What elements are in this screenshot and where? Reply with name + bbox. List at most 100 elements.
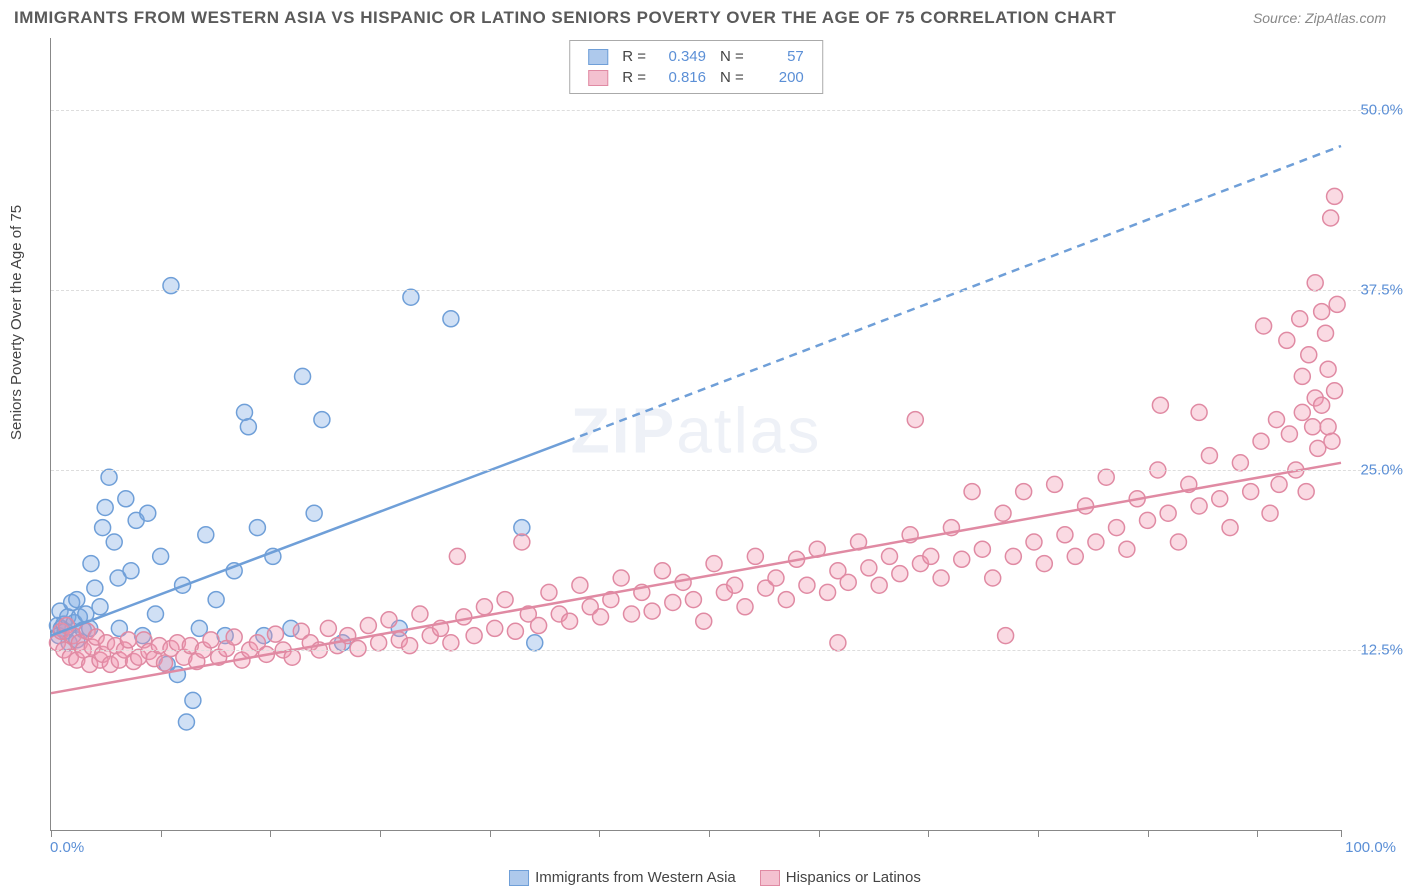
scatter-point-pink bbox=[1201, 448, 1217, 464]
scatter-point-blue bbox=[178, 714, 194, 730]
trendline-pink bbox=[51, 463, 1341, 693]
x-tick bbox=[1341, 830, 1342, 837]
scatter-point-pink bbox=[1222, 520, 1238, 536]
scatter-point-pink bbox=[1212, 491, 1228, 507]
scatter-point-pink bbox=[1057, 527, 1073, 543]
scatter-point-blue bbox=[249, 520, 265, 536]
scatter-point-pink bbox=[1305, 419, 1321, 435]
x-axis-min-label: 0.0% bbox=[50, 839, 84, 856]
scatter-point-pink bbox=[1005, 548, 1021, 564]
scatter-point-pink bbox=[456, 609, 472, 625]
scatter-point-pink bbox=[381, 612, 397, 628]
scatter-point-pink bbox=[1078, 498, 1094, 514]
scatter-point-blue bbox=[314, 412, 330, 428]
y-tick-label: 50.0% bbox=[1347, 102, 1403, 119]
scatter-point-blue bbox=[83, 556, 99, 572]
y-tick-label: 12.5% bbox=[1347, 642, 1403, 659]
scatter-point-pink bbox=[1243, 484, 1259, 500]
scatter-point-pink bbox=[1279, 332, 1295, 348]
scatter-point-pink bbox=[737, 599, 753, 615]
x-axis-max-label: 100.0% bbox=[1345, 839, 1396, 856]
scatter-point-pink bbox=[497, 592, 513, 608]
r-label: R = bbox=[616, 68, 652, 87]
scatter-point-pink bbox=[892, 566, 908, 582]
correlation-legend-row: R =0.349N =57 bbox=[582, 47, 810, 66]
scatter-point-pink bbox=[1281, 426, 1297, 442]
series-legend: Immigrants from Western AsiaHispanics or… bbox=[0, 869, 1406, 886]
scatter-point-pink bbox=[799, 577, 815, 593]
scatter-point-pink bbox=[1026, 534, 1042, 550]
scatter-point-pink bbox=[840, 574, 856, 590]
x-tick bbox=[490, 830, 491, 837]
n-label: N = bbox=[714, 68, 750, 87]
scatter-point-pink bbox=[1292, 311, 1308, 327]
scatter-point-pink bbox=[1318, 325, 1334, 341]
y-tick-label: 37.5% bbox=[1347, 282, 1403, 299]
scatter-point-pink bbox=[882, 548, 898, 564]
scatter-point-pink bbox=[964, 484, 980, 500]
scatter-point-pink bbox=[624, 606, 640, 622]
scatter-point-blue bbox=[153, 548, 169, 564]
scatter-point-pink bbox=[727, 577, 743, 593]
scatter-point-pink bbox=[350, 641, 366, 657]
scatter-point-pink bbox=[665, 594, 681, 610]
scatter-point-blue bbox=[403, 289, 419, 305]
scatter-point-pink bbox=[1307, 275, 1323, 291]
scatter-point-pink bbox=[1109, 520, 1125, 536]
scatter-point-pink bbox=[1329, 296, 1345, 312]
correlation-legend-table: R =0.349N =57R =0.816N =200 bbox=[580, 45, 812, 89]
x-tick bbox=[380, 830, 381, 837]
scatter-point-pink bbox=[1232, 455, 1248, 471]
r-value: 0.816 bbox=[660, 69, 706, 86]
scatter-point-pink bbox=[685, 592, 701, 608]
scatter-point-blue bbox=[123, 563, 139, 579]
scatter-point-pink bbox=[907, 412, 923, 428]
scatter-point-pink bbox=[954, 551, 970, 567]
gridline-h bbox=[51, 290, 1401, 291]
scatter-point-pink bbox=[768, 570, 784, 586]
scatter-point-pink bbox=[371, 635, 387, 651]
plot-svg bbox=[51, 38, 1341, 830]
scatter-point-pink bbox=[1314, 397, 1330, 413]
scatter-point-pink bbox=[572, 577, 588, 593]
scatter-point-pink bbox=[476, 599, 492, 615]
scatter-point-pink bbox=[1314, 304, 1330, 320]
scatter-point-pink bbox=[226, 629, 242, 645]
correlation-legend-row: R =0.816N =200 bbox=[582, 68, 810, 87]
scatter-point-pink bbox=[412, 606, 428, 622]
scatter-point-pink bbox=[1320, 419, 1336, 435]
trendline-dashed-blue bbox=[567, 146, 1341, 441]
scatter-point-pink bbox=[1170, 534, 1186, 550]
legend-swatch bbox=[588, 49, 608, 65]
scatter-point-pink bbox=[531, 618, 547, 634]
scatter-point-pink bbox=[1098, 469, 1114, 485]
scatter-point-pink bbox=[466, 628, 482, 644]
scatter-point-pink bbox=[203, 632, 219, 648]
scatter-point-blue bbox=[97, 499, 113, 515]
scatter-point-pink bbox=[1016, 484, 1032, 500]
legend-swatch bbox=[760, 870, 780, 886]
scatter-point-pink bbox=[1191, 404, 1207, 420]
scatter-point-blue bbox=[92, 599, 108, 615]
scatter-point-pink bbox=[1036, 556, 1052, 572]
gridline-h bbox=[51, 650, 1401, 651]
gridline-h bbox=[51, 110, 1401, 111]
scatter-point-pink bbox=[933, 570, 949, 586]
scatter-point-pink bbox=[541, 584, 557, 600]
scatter-point-blue bbox=[443, 311, 459, 327]
scatter-point-blue bbox=[208, 592, 224, 608]
scatter-point-pink bbox=[1067, 548, 1083, 564]
x-tick bbox=[161, 830, 162, 837]
scatter-point-pink bbox=[1298, 484, 1314, 500]
scatter-point-pink bbox=[830, 635, 846, 651]
scatter-point-pink bbox=[696, 613, 712, 629]
scatter-point-pink bbox=[747, 548, 763, 564]
x-tick bbox=[819, 830, 820, 837]
scatter-point-pink bbox=[1160, 505, 1176, 521]
scatter-point-blue bbox=[306, 505, 322, 521]
scatter-point-pink bbox=[1119, 541, 1135, 557]
scatter-point-pink bbox=[644, 603, 660, 619]
scatter-point-pink bbox=[995, 505, 1011, 521]
scatter-point-blue bbox=[87, 580, 103, 596]
legend-label: Hispanics or Latinos bbox=[786, 869, 921, 886]
